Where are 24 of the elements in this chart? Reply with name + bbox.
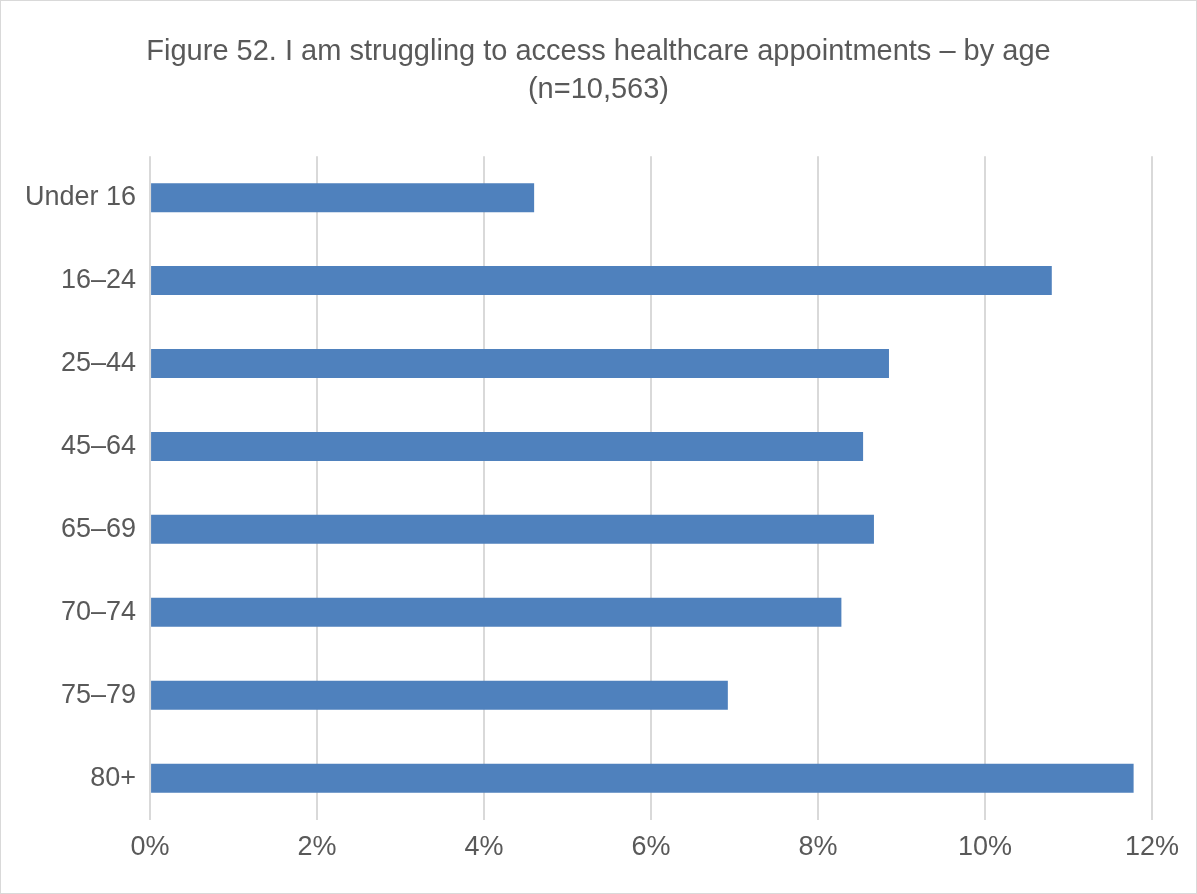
y-tick-label: 80+ bbox=[90, 761, 137, 792]
bar bbox=[151, 680, 728, 710]
x-tick-label: 0% bbox=[130, 831, 170, 862]
y-tick-label: 45–64 bbox=[60, 429, 137, 460]
bar bbox=[151, 763, 1134, 793]
x-tick-label: 2% bbox=[297, 831, 337, 862]
bar bbox=[151, 266, 1052, 296]
y-tick-label: 25–44 bbox=[60, 346, 137, 377]
bar bbox=[151, 514, 874, 544]
y-tick-label: 75–79 bbox=[60, 678, 137, 709]
x-tick-label: 10% bbox=[957, 831, 1013, 862]
y-tick-label: 65–69 bbox=[60, 512, 137, 543]
x-tick-label: 6% bbox=[631, 831, 671, 862]
bar bbox=[151, 431, 864, 461]
chart-title: Figure 52. I am struggling to access healthcare appointments – by age (n=10,563) bbox=[145, 33, 1052, 106]
bar bbox=[151, 597, 842, 627]
bar bbox=[151, 183, 535, 213]
y-tick-label: 70–74 bbox=[60, 595, 137, 626]
x-tick-label: 8% bbox=[798, 831, 838, 862]
y-tick-label: 16–24 bbox=[60, 264, 137, 295]
x-tick-label: 12% bbox=[1124, 831, 1179, 862]
y-tick-label: Under 16 bbox=[24, 181, 137, 212]
bar bbox=[151, 349, 889, 379]
x-tick-label: 4% bbox=[464, 831, 504, 862]
